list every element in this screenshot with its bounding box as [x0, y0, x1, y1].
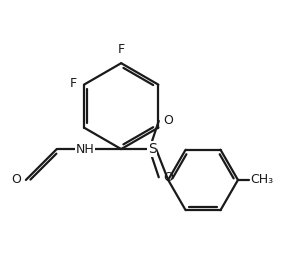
Text: NH: NH	[75, 142, 94, 156]
Text: S: S	[148, 142, 156, 156]
Text: O: O	[164, 171, 173, 184]
Text: F: F	[70, 77, 77, 90]
Text: O: O	[11, 173, 21, 186]
Text: CH₃: CH₃	[250, 173, 273, 186]
Text: O: O	[164, 114, 173, 127]
Text: F: F	[118, 44, 125, 56]
